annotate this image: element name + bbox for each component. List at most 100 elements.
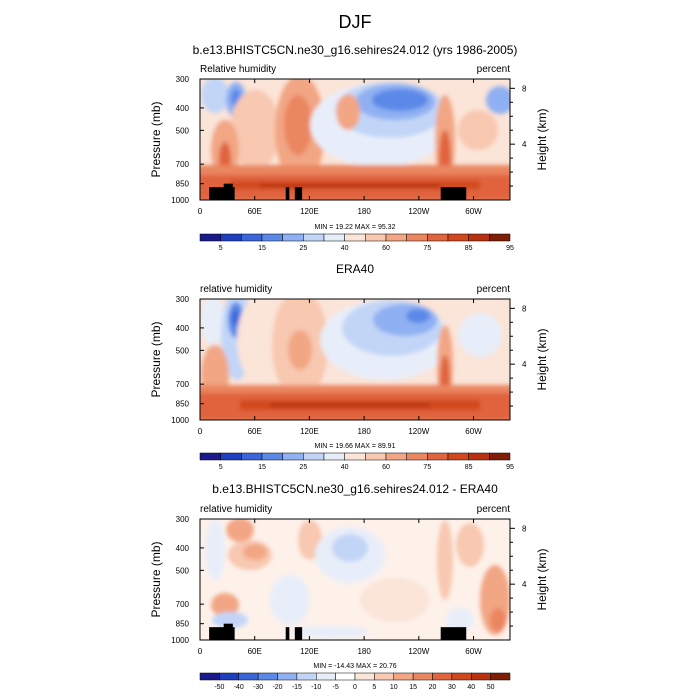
x-tick-label: 60E (248, 647, 262, 656)
heatmap-field (200, 299, 510, 420)
blob (237, 300, 273, 380)
colorbar-label: 15 (258, 245, 266, 252)
colorbar-cell (257, 672, 278, 681)
colorbar-cell (316, 672, 336, 681)
colorbar-cell (432, 672, 453, 681)
y-tick-label: 700 (176, 380, 190, 389)
y-tick-label: 850 (176, 400, 190, 409)
colorbar-cell (489, 233, 511, 242)
page-title: DJF (339, 12, 372, 32)
y-tick-label: 850 (176, 180, 190, 189)
topography-block (285, 187, 290, 200)
colorbar-cell (199, 672, 220, 681)
right-axis-label: Height (km) (535, 328, 549, 390)
right-axis-label: Height (km) (535, 548, 549, 610)
colorbar-label: 25 (299, 464, 307, 471)
blob (201, 79, 229, 113)
colorbar-label: 20 (429, 684, 437, 691)
topography-block (223, 183, 233, 200)
topography-block (285, 627, 290, 640)
colorbar-cell (393, 672, 414, 681)
y-tick-label: 400 (176, 544, 190, 553)
blob (212, 612, 248, 628)
colorbar-label: 50 (487, 684, 495, 691)
x-tick-label: 120W (408, 207, 429, 216)
left-label: relative humidity (200, 284, 272, 295)
topography-block (294, 627, 303, 640)
colorbar-label: 60 (382, 464, 390, 471)
topography-block (294, 187, 303, 200)
panel-difference: b.e13.BHISTC5CN.ne30_g16.sehires24.012 -… (149, 482, 549, 691)
blob (288, 330, 312, 370)
panel-era40: ERA40 relative humidity percent (149, 262, 549, 471)
colorbar-cell (261, 233, 283, 242)
field-blobs (205, 519, 510, 638)
colorbar-cell (282, 452, 304, 461)
colorbar-cell (451, 672, 472, 681)
colorbar-cell (406, 233, 428, 242)
colorbar-cell (406, 452, 428, 461)
colorbar-cell (374, 672, 394, 681)
panel-model: b.e13.BHISTC5CN.ne30_g16.sehires24.012 (… (149, 43, 549, 252)
colorbar-cell (427, 452, 449, 461)
colorbar-label: 75 (423, 464, 431, 471)
height-tick-label: 4 (522, 580, 527, 589)
colorbar-cell (344, 233, 366, 242)
x-tick-label: 120E (300, 207, 319, 216)
colorbar-label: 5 (372, 684, 376, 691)
boundary-layer (260, 184, 440, 188)
right-label: percent (477, 284, 511, 295)
colorbar-cell (323, 452, 345, 461)
x-tick-label: 60E (248, 427, 262, 436)
colorbar-label: -30 (253, 684, 263, 691)
colorbar-label: 15 (409, 684, 417, 691)
colorbar-label: 10 (390, 684, 398, 691)
colorbar-cell (241, 233, 263, 242)
colorbar-cell (303, 233, 325, 242)
blob (458, 110, 498, 150)
colorbar-cell (468, 233, 490, 242)
x-tick-label: 0 (198, 427, 203, 436)
plot-frame (199, 78, 511, 201)
colorbar-cell (199, 452, 221, 461)
blob (490, 608, 506, 632)
colorbar-cell (220, 452, 242, 461)
colorbar-cell (303, 452, 325, 461)
x-tick-label: 180 (357, 207, 371, 216)
colorbar-label: 85 (465, 464, 473, 471)
left-label: Relative humidity (200, 64, 276, 75)
y-tick-label: 1000 (171, 196, 189, 205)
height-tick-label: 8 (522, 524, 527, 533)
left-label: relative humidity (200, 504, 272, 515)
colorbar-cell (323, 233, 345, 242)
colorbar-cell (365, 233, 387, 242)
height-tick-label: 4 (522, 140, 527, 149)
x-tick-label: 60W (465, 427, 482, 436)
y-axis-label: Pressure (mb) (149, 541, 163, 617)
x-tick-label: 120W (408, 647, 429, 656)
topography (209, 623, 467, 640)
axes: 0 60E 120E 180 120W 60W 300 400 500 700 850 1000 8 4 (171, 515, 527, 656)
blob (486, 86, 510, 114)
y-axis-label: Pressure (mb) (149, 321, 163, 397)
colorbar-cell (282, 233, 304, 242)
y-tick-label: 300 (176, 515, 190, 524)
colorbar: -50 -40 -30 -20 -15 -10 -5 0 5 10 15 20 30 40 50 (199, 672, 511, 691)
colorbar-label: -40 (234, 684, 244, 691)
x-tick-label: 120E (300, 647, 319, 656)
blob (232, 310, 240, 326)
y-tick-label: 700 (176, 160, 190, 169)
y-tick-label: 500 (176, 126, 190, 135)
blob (243, 544, 267, 560)
colorbar-label: 75 (423, 245, 431, 252)
height-tick-label: 8 (522, 84, 527, 93)
colorbar-label: -15 (292, 684, 302, 691)
colorbar-cell (344, 452, 366, 461)
colorbar-cell (447, 452, 469, 461)
colorbar-label: -20 (272, 684, 282, 691)
right-axis-label: Height (km) (535, 108, 549, 170)
blob (211, 593, 239, 617)
colorbar-cell (385, 452, 407, 461)
blob (336, 94, 360, 130)
